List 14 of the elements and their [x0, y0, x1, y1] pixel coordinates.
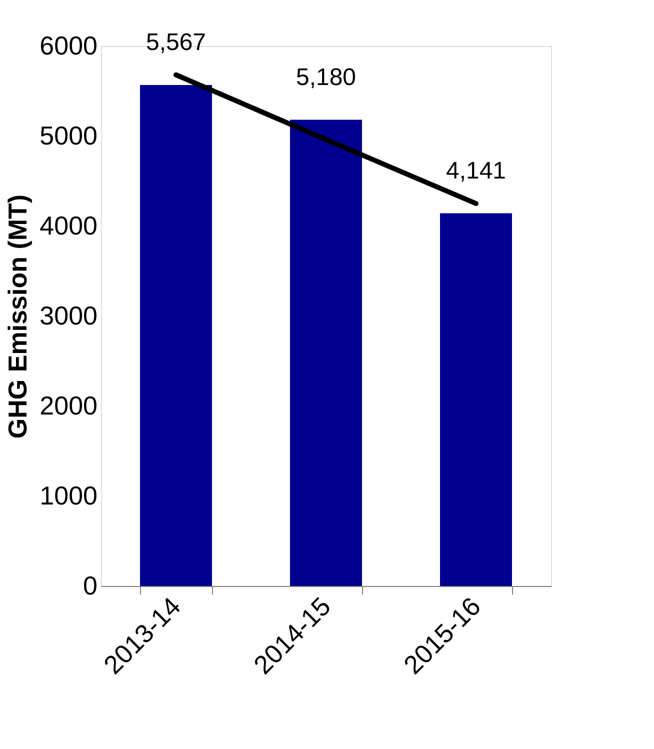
data-label: 5,567 — [146, 28, 206, 56]
y-tick-label: 5000 — [40, 120, 98, 150]
y-tick-label: 2000 — [40, 390, 98, 420]
bar — [440, 213, 512, 586]
y-axis-title: GHG Emission (MT) — [2, 194, 33, 439]
y-tick-label: 1000 — [40, 480, 98, 510]
y-tick-label: 6000 — [40, 30, 98, 60]
y-tick-label: 3000 — [40, 300, 98, 330]
bar — [290, 120, 362, 586]
data-label: 4,141 — [446, 157, 506, 184]
y-tick-label: 0 — [83, 570, 98, 600]
bar — [140, 84, 212, 586]
data-label: 5,180 — [296, 64, 356, 91]
y-tick-label: 4000 — [40, 210, 98, 240]
